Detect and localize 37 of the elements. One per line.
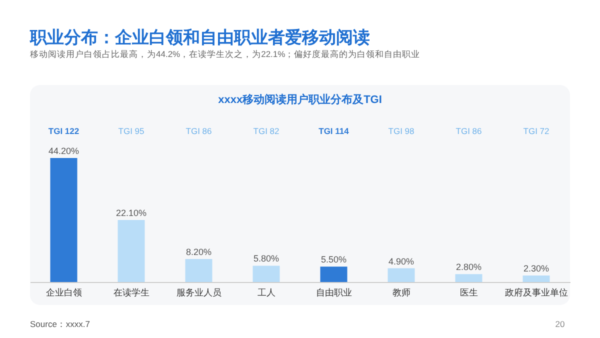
text: 20 — [555, 319, 565, 329]
bar — [252, 266, 280, 282]
x-tick-label: 服务业人员 — [176, 288, 222, 298]
text: TGI 82 — [253, 126, 280, 136]
data-label: 22.10% — [116, 208, 147, 218]
x-tick-label: 医生 — [460, 288, 478, 298]
text: TGI 95 — [118, 126, 145, 136]
data-label: 4.90% — [388, 256, 414, 266]
text: TGI 114 — [318, 126, 350, 136]
text: TGI 122 — [48, 126, 80, 136]
text: TGI 72 — [523, 126, 550, 136]
data-label: 44.20% — [48, 146, 80, 156]
source-note: Source：xxxx.7 — [30, 319, 90, 329]
text: TGI 98 — [388, 126, 415, 136]
x-tick-label: 自由职业 — [316, 288, 352, 298]
x-tick-label: 在读学生 — [113, 288, 150, 298]
x-tick-label: 企业白领 — [46, 288, 82, 298]
text: TGI 86 — [186, 126, 212, 136]
text: TGI 86 — [456, 126, 482, 136]
bar — [50, 158, 78, 282]
data-label: 5.50% — [320, 254, 347, 265]
bar — [388, 268, 415, 282]
data-label: 5.80% — [253, 254, 280, 264]
text: xxxx移动阅读用户职业分布及TGI — [218, 93, 382, 106]
bar — [118, 220, 145, 282]
data-label: 2.30% — [523, 264, 550, 274]
chart-title: 职业分布：企业白领和自由职业者爱移动阅读 — [29, 28, 370, 47]
data-label: 2.80% — [456, 262, 482, 272]
x-tick-label: 工人 — [257, 288, 276, 298]
bar — [522, 276, 550, 282]
bar — [185, 258, 212, 282]
x-tick-label: 教师 — [392, 288, 410, 298]
bar — [455, 274, 482, 282]
x-tick-label: 政府及事业单位 — [504, 288, 568, 298]
bar — [320, 266, 348, 282]
data-label: 8.20% — [186, 246, 212, 257]
chart-subtitle: 移动阅读用户白领占比最高，为44.2%，在读学生次之，为22.1%；偏好度最高的为白领和自由职业 — [30, 49, 420, 59]
